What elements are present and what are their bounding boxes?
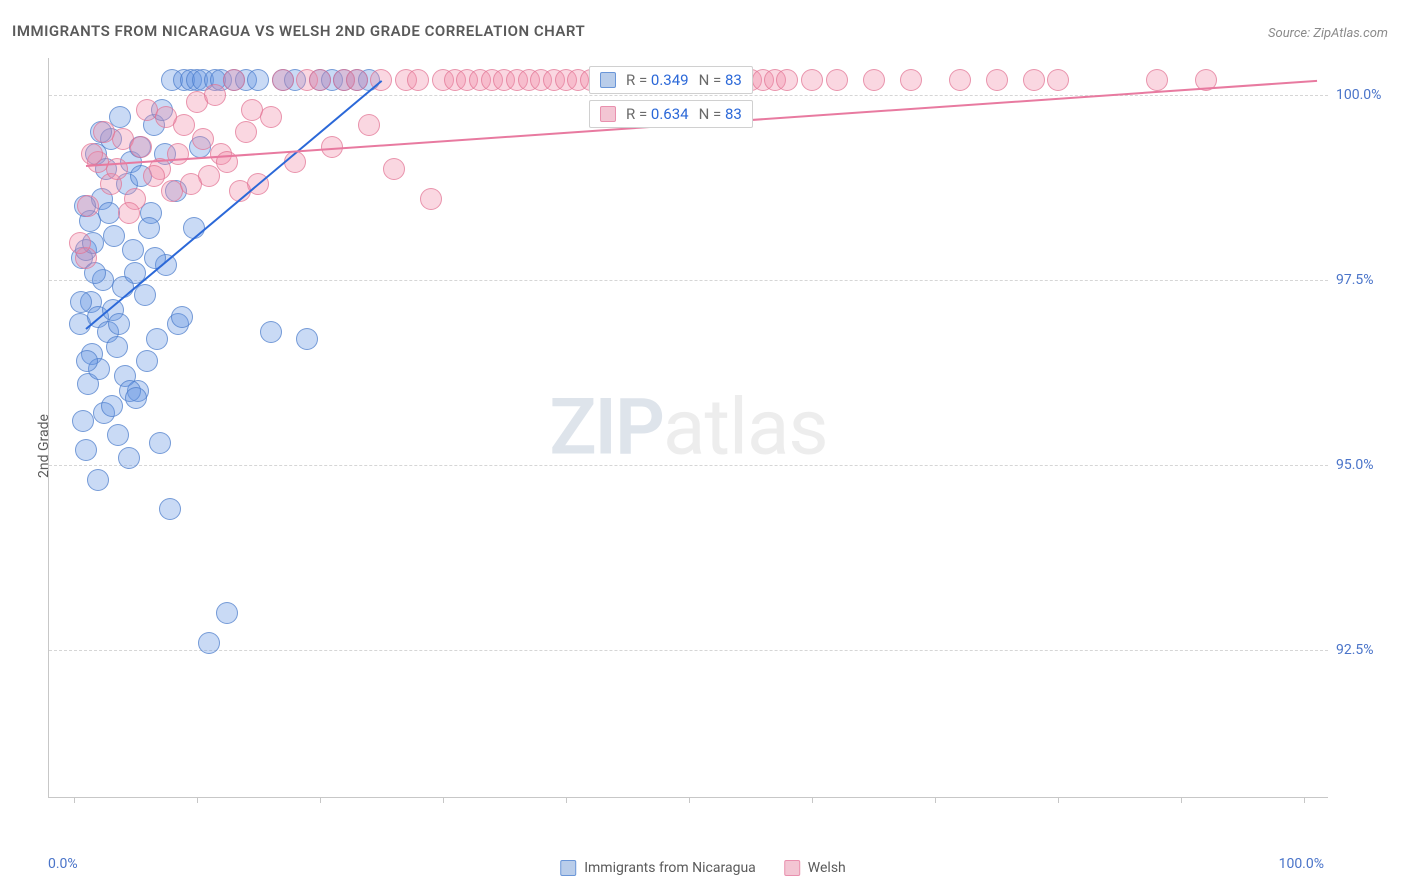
legend-item: Welsh <box>784 860 846 876</box>
scatter-point <box>309 69 331 91</box>
watermark: ZIPatlas <box>549 382 827 473</box>
scatter-point <box>826 69 848 91</box>
scatter-point <box>863 69 885 91</box>
scatter-point <box>407 69 429 91</box>
scatter-point <box>159 498 181 520</box>
scatter-point <box>223 69 245 91</box>
stats-box: R = 0.634 N = 83 <box>589 100 753 128</box>
scatter-point <box>801 69 823 91</box>
scatter-point <box>75 439 97 461</box>
scatter-point <box>118 202 140 224</box>
x-tick <box>443 797 444 803</box>
scatter-point <box>235 121 257 143</box>
scatter-point <box>70 291 92 313</box>
scatter-point <box>776 69 798 91</box>
stats-n-label: N = 83 <box>699 71 742 89</box>
scatter-point <box>171 306 193 328</box>
scatter-point <box>81 143 103 165</box>
scatter-point <box>420 188 442 210</box>
scatter-point <box>76 350 98 372</box>
scatter-point <box>241 99 263 121</box>
chart-title: IMMIGRANTS FROM NICARAGUA VS WELSH 2ND G… <box>12 22 585 40</box>
scatter-point <box>192 128 214 150</box>
scatter-point <box>247 69 269 91</box>
x-tick <box>197 797 198 803</box>
y-tick-label: 100.0% <box>1336 87 1396 103</box>
x-tick <box>689 797 690 803</box>
scatter-point <box>272 69 294 91</box>
x-axis-min-label: 0.0% <box>48 856 78 872</box>
x-tick <box>1181 797 1182 803</box>
scatter-point <box>101 395 123 417</box>
source-label: Source: ZipAtlas.com <box>1268 26 1388 41</box>
scatter-point <box>108 313 130 335</box>
x-tick <box>74 797 75 803</box>
legend: Immigrants from Nicaragua Welsh <box>560 860 846 876</box>
gridline <box>49 280 1328 281</box>
y-tick-label: 97.5% <box>1336 272 1396 288</box>
scatter-point <box>136 350 158 372</box>
scatter-point <box>167 143 189 165</box>
scatter-point <box>900 69 922 91</box>
plot-area: 100.0%97.5%95.0%92.5%ZIPatlasR = 0.349N … <box>48 58 1328 798</box>
gridline <box>49 650 1328 651</box>
scatter-point <box>358 114 380 136</box>
scatter-point <box>77 195 99 217</box>
scatter-point <box>118 447 140 469</box>
scatter-point <box>260 321 282 343</box>
legend-label: Welsh <box>808 860 846 876</box>
legend-swatch <box>560 860 576 876</box>
scatter-point <box>69 232 91 254</box>
scatter-point <box>198 632 220 654</box>
scatter-point <box>149 432 171 454</box>
scatter-point <box>986 69 1008 91</box>
scatter-point <box>155 106 177 128</box>
scatter-point <box>204 84 226 106</box>
scatter-point <box>146 328 168 350</box>
scatter-point <box>949 69 971 91</box>
y-tick-label: 95.0% <box>1336 457 1396 473</box>
scatter-point <box>138 217 160 239</box>
stats-r-label: R = 0.634 <box>626 105 689 123</box>
x-tick <box>320 797 321 803</box>
stats-swatch <box>600 72 616 88</box>
scatter-point <box>1047 69 1069 91</box>
scatter-point <box>180 173 202 195</box>
scatter-point <box>216 602 238 624</box>
scatter-point <box>130 136 152 158</box>
scatter-point <box>143 165 165 187</box>
y-tick-label: 92.5% <box>1336 642 1396 658</box>
scatter-point <box>122 239 144 261</box>
x-tick <box>812 797 813 803</box>
scatter-point <box>1023 69 1045 91</box>
scatter-point <box>103 225 125 247</box>
x-tick <box>1058 797 1059 803</box>
legend-swatch <box>784 860 800 876</box>
stats-r-label: R = 0.349 <box>626 71 689 89</box>
gridline <box>49 465 1328 466</box>
scatter-point <box>93 121 115 143</box>
scatter-point <box>98 202 120 224</box>
scatter-point <box>346 69 368 91</box>
scatter-point <box>383 158 405 180</box>
legend-label: Immigrants from Nicaragua <box>584 860 756 876</box>
x-tick <box>935 797 936 803</box>
scatter-point <box>106 336 128 358</box>
x-tick <box>566 797 567 803</box>
x-tick <box>1304 797 1305 803</box>
scatter-point <box>87 469 109 491</box>
scatter-point <box>125 387 147 409</box>
x-axis-max-label: 100.0% <box>1279 856 1324 872</box>
scatter-point <box>72 410 94 432</box>
scatter-point <box>1146 69 1168 91</box>
scatter-point <box>107 424 129 446</box>
stats-swatch <box>600 106 616 122</box>
scatter-point <box>296 328 318 350</box>
gridline <box>49 95 1328 96</box>
legend-item: Immigrants from Nicaragua <box>560 860 756 876</box>
stats-box: R = 0.349 N = 83 <box>589 66 753 94</box>
stats-n-label: N = 83 <box>699 105 742 123</box>
